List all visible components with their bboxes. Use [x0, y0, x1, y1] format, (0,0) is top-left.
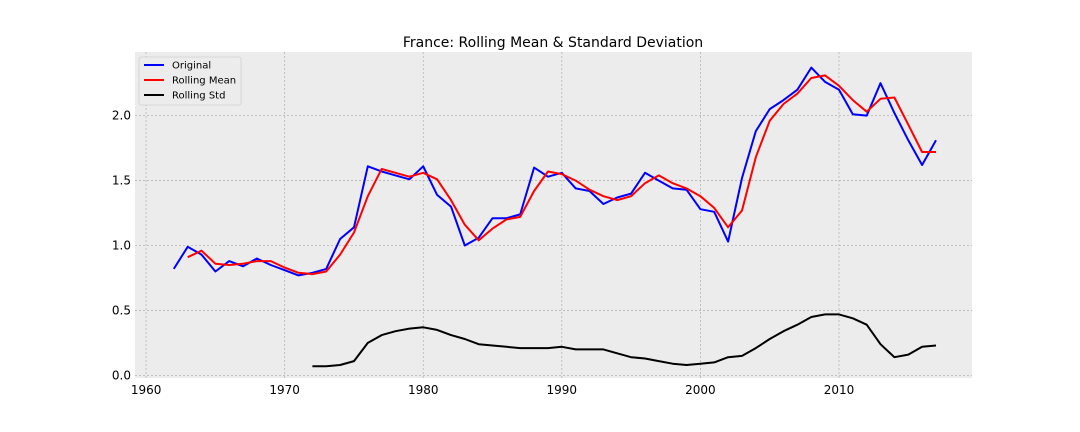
x-tick-label: 1990	[547, 383, 578, 397]
chart-title: France: Rolling Mean & Standard Deviatio…	[403, 35, 703, 51]
y-axis-ticks: 0.0 0.5 1.0 1.5 2.0	[112, 109, 131, 383]
legend: Original Rolling Mean Rolling Std	[138, 56, 242, 106]
y-tick-label: 2.0	[112, 109, 131, 123]
x-axis-ticks: 1960 1970 1980 1990 2000 2010	[131, 383, 854, 397]
series-line-original	[172, 66, 937, 277]
legend-label-rolling-std: Rolling Std	[172, 91, 225, 102]
legend-box	[138, 56, 242, 106]
plot-area	[135, 52, 972, 378]
legend-label-rolling-mean: Rolling Mean	[172, 76, 236, 87]
series-line-rolling-mean	[187, 74, 936, 276]
x-tick-label: 1970	[269, 383, 300, 397]
gridlines	[135, 52, 972, 378]
x-tick-label: 1980	[408, 383, 439, 397]
series-line-rolling-std	[312, 313, 937, 368]
x-tick-label: 2000	[685, 383, 716, 397]
legend-label-original: Original	[172, 61, 211, 72]
series-lines	[172, 66, 937, 368]
y-tick-label: 1.5	[112, 174, 131, 188]
x-tick-label: 2010	[824, 383, 855, 397]
y-tick-label: 0.5	[112, 303, 131, 317]
x-tick-label: 1960	[131, 383, 162, 397]
y-tick-label: 1.0	[112, 239, 131, 253]
y-tick-label: 0.0	[112, 368, 131, 382]
